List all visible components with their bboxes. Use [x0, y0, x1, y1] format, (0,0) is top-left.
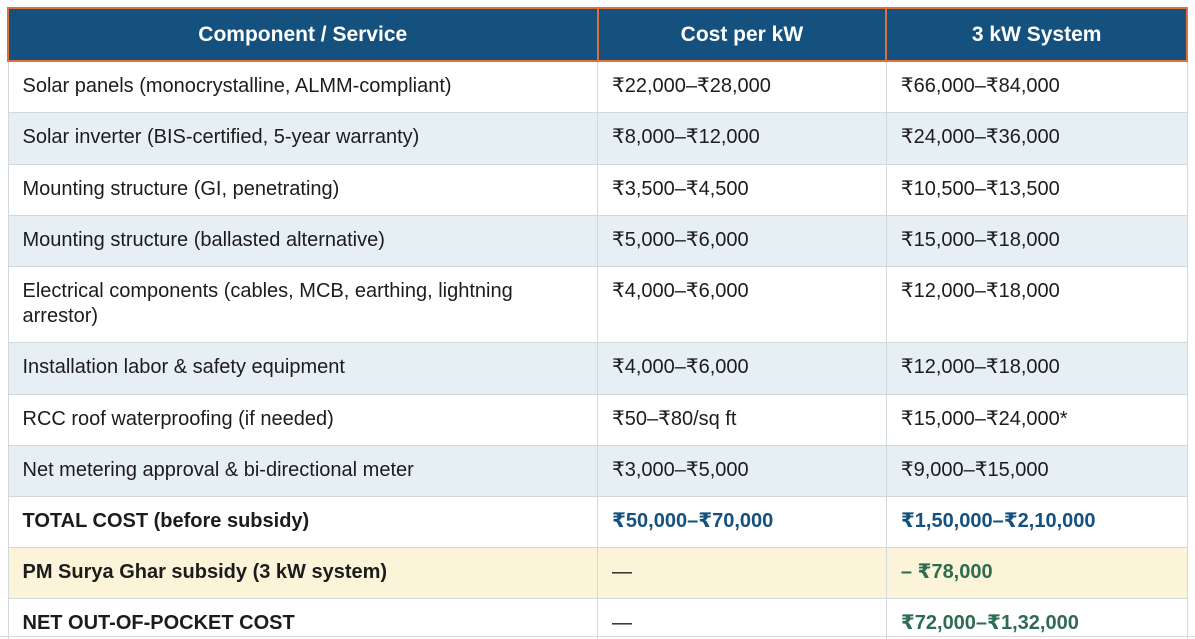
header-row: Component / Service Cost per kW 3 kW Sys… — [7, 6, 1188, 63]
col-header-cost-per-kw: Cost per kW — [596, 6, 888, 63]
cost-per-kw-cell: ₹22,000–₹28,000 — [597, 60, 887, 114]
table-row: Electrical components (cables, MCB, eart… — [7, 265, 1188, 344]
cost-per-kw-cell: ₹3,000–₹5,000 — [597, 444, 887, 497]
cost-per-kw-cell: ₹3,500–₹4,500 — [597, 163, 887, 216]
component-cell: Net metering approval & bi-directional m… — [7, 444, 598, 497]
component-cell: Solar inverter (BIS-certified, 5-year wa… — [7, 112, 598, 165]
solar-cost-breakdown-table: Component / Service Cost per kW 3 kW Sys… — [7, 6, 1188, 639]
cost-per-kw-cell: ₹50,000–₹70,000 — [597, 495, 887, 549]
component-cell: Solar panels (monocrystalline, ALMM-comp… — [7, 60, 598, 114]
system-3kw-cell: ₹12,000–₹18,000 — [885, 265, 1188, 344]
system-3kw-cell: ₹1,50,000–₹2,10,000 — [885, 495, 1188, 549]
system-3kw-cell: ₹12,000–₹18,000 — [885, 342, 1188, 395]
component-cell: PM Surya Ghar subsidy (3 kW system) — [7, 547, 598, 600]
system-3kw-cell: ₹24,000–₹36,000 — [885, 112, 1188, 165]
cost-per-kw-cell: ₹50–₹80/sq ft — [597, 393, 887, 446]
next-section-top-edge — [0, 636, 1195, 637]
table-row: Installation labor & safety equipment ₹4… — [7, 342, 1188, 395]
cost-per-kw-cell: — — [597, 598, 887, 639]
table-row: Mounting structure (GI, penetrating) ₹3,… — [7, 163, 1188, 216]
system-3kw-cell: ₹66,000–₹84,000 — [885, 60, 1188, 114]
cost-per-kw-cell: ₹5,000–₹6,000 — [597, 214, 887, 267]
table-row: Mounting structure (ballasted alternativ… — [7, 214, 1188, 267]
cost-per-kw-cell: ₹4,000–₹6,000 — [597, 342, 887, 395]
table-row: PM Surya Ghar subsidy (3 kW system) — – … — [7, 547, 1188, 600]
component-cell: RCC roof waterproofing (if needed) — [7, 393, 598, 446]
table-row: Solar panels (monocrystalline, ALMM-comp… — [7, 60, 1188, 114]
col-header-3kw-system: 3 kW System — [885, 6, 1188, 63]
table-row: Net metering approval & bi-directional m… — [7, 444, 1188, 497]
component-cell: Mounting structure (GI, penetrating) — [7, 163, 598, 216]
table-row: Solar inverter (BIS-certified, 5-year wa… — [7, 112, 1188, 165]
table-row: TOTAL COST (before subsidy) ₹50,000–₹70,… — [7, 495, 1188, 549]
component-cell: TOTAL COST (before subsidy) — [7, 495, 598, 549]
component-cell: Installation labor & safety equipment — [7, 342, 598, 395]
col-header-component-service: Component / Service — [7, 6, 599, 63]
table-row: NET OUT-OF-POCKET COST — ₹72,000–₹1,32,0… — [7, 598, 1188, 639]
component-cell: Mounting structure (ballasted alternativ… — [7, 214, 598, 267]
component-cell: NET OUT-OF-POCKET COST — [7, 598, 598, 639]
cost-per-kw-cell: — — [597, 547, 887, 600]
cost-per-kw-cell: ₹4,000–₹6,000 — [597, 265, 887, 344]
system-3kw-cell: ₹9,000–₹15,000 — [885, 444, 1188, 497]
system-3kw-cell: ₹15,000–₹24,000* — [885, 393, 1188, 446]
system-3kw-cell: ₹15,000–₹18,000 — [885, 214, 1188, 267]
system-3kw-cell: – ₹78,000 — [885, 547, 1188, 600]
cost-per-kw-cell: ₹8,000–₹12,000 — [597, 112, 887, 165]
system-3kw-cell: ₹10,500–₹13,500 — [885, 163, 1188, 216]
system-3kw-cell: ₹72,000–₹1,32,000 — [885, 598, 1188, 639]
component-cell: Electrical components (cables, MCB, eart… — [7, 265, 598, 344]
table-row: RCC roof waterproofing (if needed) ₹50–₹… — [7, 393, 1188, 446]
